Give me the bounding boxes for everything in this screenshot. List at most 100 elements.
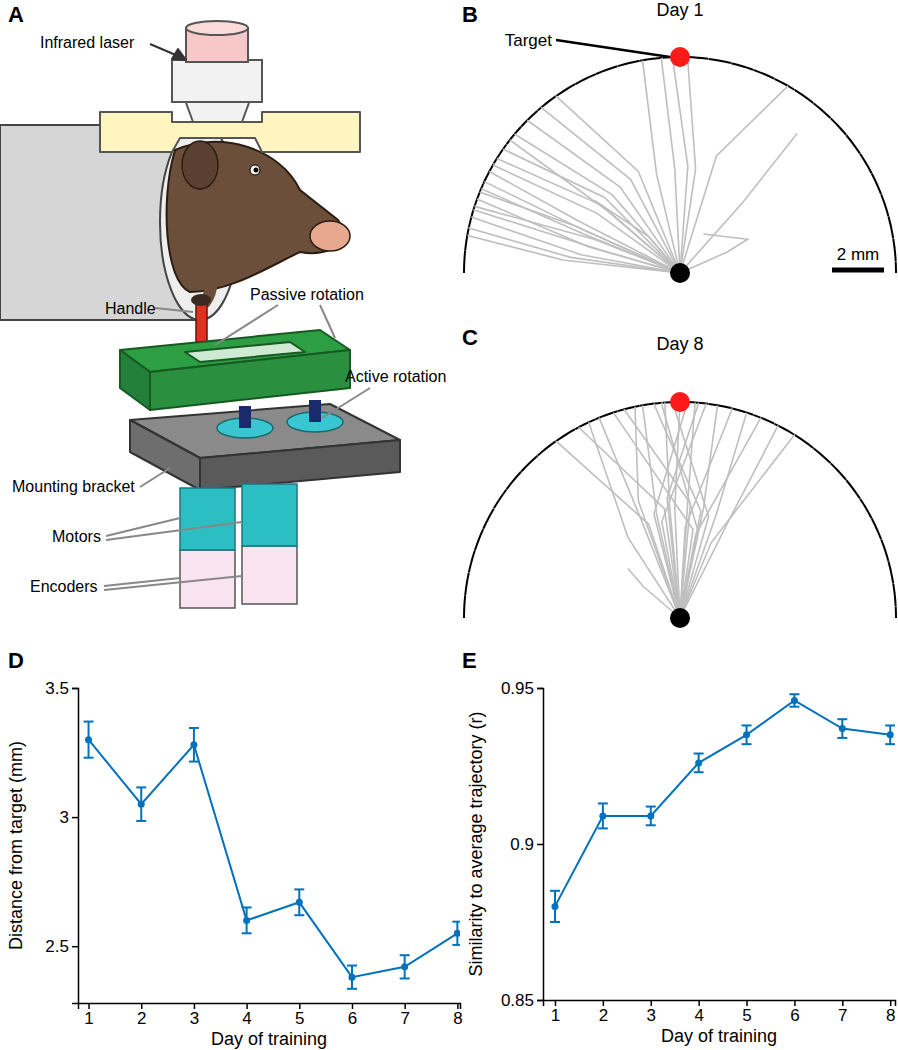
x-axis: 12345678 <box>79 1003 463 1028</box>
tick: 0.85 <box>501 991 543 1010</box>
workspace-boundary <box>464 57 896 273</box>
trajectory <box>680 234 748 273</box>
error-bar-cap <box>136 820 146 822</box>
trajectory <box>680 86 788 273</box>
arrow-head <box>172 49 186 60</box>
workspace-boundary <box>464 402 896 618</box>
diagram-label: Active rotation <box>345 368 446 385</box>
trajectory <box>680 413 747 618</box>
error-bar-cap <box>694 771 704 773</box>
trajectory-chart: Day 1Target2 mm <box>464 0 896 283</box>
data-point <box>695 759 702 766</box>
diagram-label: Infrared laser <box>40 34 135 51</box>
error-bar <box>837 719 847 738</box>
tick: 7 <box>400 1003 409 1028</box>
diagram-label: Encoders <box>30 578 98 595</box>
mouse-nose <box>310 221 350 251</box>
leader-line <box>106 522 242 540</box>
tick-label: 0.9 <box>510 835 534 854</box>
tick: 5 <box>742 1000 751 1025</box>
error-bar <box>550 891 560 922</box>
error-bar <box>646 807 656 826</box>
x-axis-title: Day of training <box>661 1026 777 1046</box>
handle <box>196 300 207 342</box>
trajectory <box>473 210 680 273</box>
leader-line <box>320 305 335 338</box>
error-bar-cap <box>294 914 304 916</box>
tick-mark <box>537 688 543 690</box>
error-bar-cap <box>885 724 895 726</box>
trajectory <box>510 140 680 273</box>
tick-mark <box>537 1000 543 1002</box>
error-bar <box>347 966 357 989</box>
tick-label: 7 <box>400 1009 409 1028</box>
error-bar-cap <box>598 827 608 829</box>
trajectory <box>489 172 680 273</box>
trajectory <box>469 228 680 273</box>
data-point <box>190 741 197 748</box>
trajectories <box>467 57 797 273</box>
error-bar <box>742 725 752 744</box>
tick: 1 <box>84 1003 93 1028</box>
apparatus-diagram: Infrared laserHandlePassive rotationActi… <box>0 21 446 608</box>
error-bar-cap <box>646 824 656 826</box>
mouse-head <box>167 142 343 292</box>
line-chart: 123456782.533.5Day of trainingDistance f… <box>6 679 463 1049</box>
error-bar <box>242 907 252 933</box>
tick-mark <box>72 817 78 819</box>
tick-mark <box>72 946 78 948</box>
trajectory <box>667 403 699 618</box>
error-bar <box>885 725 895 744</box>
error-bar-cap <box>550 890 560 892</box>
handle-knob <box>191 294 211 306</box>
plot-marks <box>84 722 460 989</box>
error-bar <box>294 889 304 915</box>
trajectory <box>475 206 680 273</box>
mouse-pupil <box>254 168 259 173</box>
trajectory-chart: Day 8 <box>464 334 896 628</box>
error-bar <box>136 787 146 821</box>
error-bar <box>189 728 199 762</box>
error-bar <box>400 955 410 978</box>
data-point <box>296 899 303 906</box>
chart-title: Day 1 <box>656 0 703 20</box>
diagram-label: Handle <box>105 300 156 317</box>
head-bar <box>100 112 360 152</box>
frame-front <box>150 350 350 410</box>
tick-label: 5 <box>742 1006 751 1025</box>
tick: 7 <box>838 1000 847 1025</box>
error-bar-cap <box>550 921 560 923</box>
error-bar-cap <box>837 718 847 720</box>
tick-label: 2 <box>599 1006 608 1025</box>
tick-label: 8 <box>886 1006 895 1025</box>
trajectory <box>613 413 693 618</box>
trajectory <box>541 107 680 273</box>
target <box>670 47 690 67</box>
error-bar-cap <box>242 932 252 934</box>
tick: 2 <box>599 1000 608 1025</box>
scale-bar <box>832 268 884 273</box>
y-axis: 2.533.5 <box>45 679 78 1004</box>
error-bar-cap <box>837 737 847 739</box>
error-bar-cap <box>452 921 460 923</box>
diagram-label: Motors <box>52 528 101 545</box>
tick-label: 3 <box>190 1009 199 1028</box>
tick: 4 <box>242 1003 251 1028</box>
x-axis-title: Day of training <box>211 1029 327 1049</box>
data-line <box>89 740 458 978</box>
error-bar-cap <box>189 761 199 763</box>
y-axis: 0.850.90.95 <box>501 679 544 1010</box>
encoder <box>242 546 297 604</box>
panel-label: A <box>8 2 24 27</box>
start-position <box>670 608 690 628</box>
error-bar <box>694 754 704 773</box>
bracket-side <box>130 420 200 490</box>
figure: ABCDEInfrared laserHandlePassive rotatio… <box>0 0 898 1050</box>
data-point <box>348 974 355 981</box>
trajectory <box>556 441 680 618</box>
data-point <box>887 731 894 738</box>
tick: 3 <box>647 1000 656 1025</box>
tick: 3.5 <box>45 679 78 698</box>
tick-mark <box>537 844 543 846</box>
data-point <box>243 917 250 924</box>
